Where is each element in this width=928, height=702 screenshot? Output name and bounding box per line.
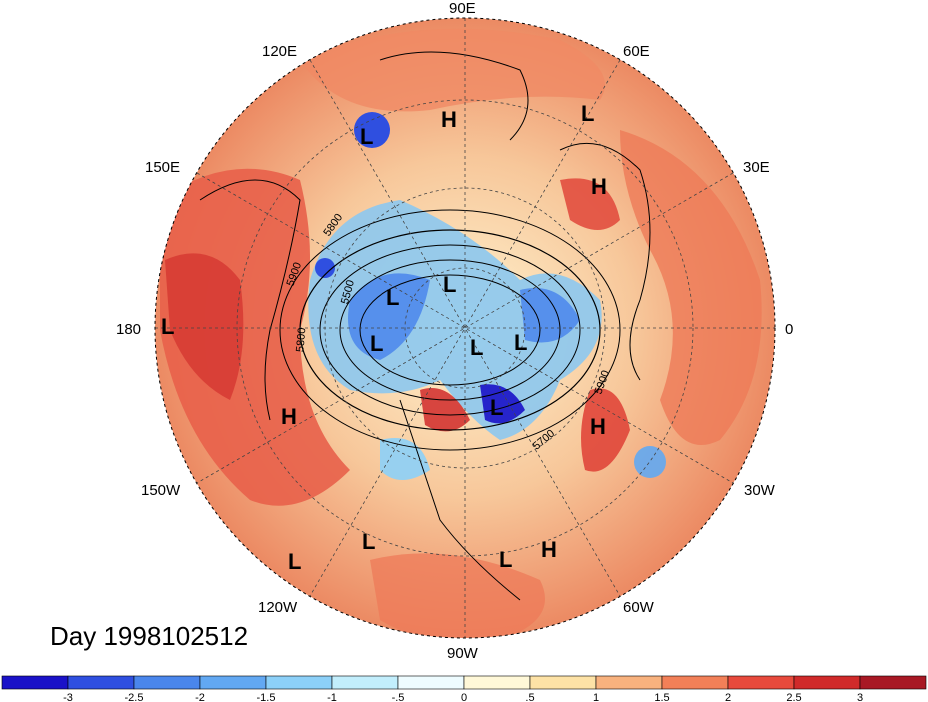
colorbar-swatch (793, 675, 861, 690)
colorbar-swatch (133, 675, 201, 690)
lon-label-120e: 120E (262, 43, 297, 60)
colorbar-tick-label: 1.5 (654, 692, 669, 702)
colorbar-tick-label: -.5 (392, 692, 405, 702)
pressure-centers: H H H L L L L L L L L L L L H H L (161, 101, 607, 574)
low-center: L (490, 395, 503, 420)
lon-label-120w: 120W (258, 599, 298, 616)
colorbar-tick-label: -1.5 (257, 692, 276, 702)
colorbar-swatch (265, 675, 333, 690)
low-center: L (514, 330, 527, 355)
lon-label-0: 0 (785, 321, 793, 338)
colorbar-swatch (661, 675, 729, 690)
colorbar-swatch (463, 675, 531, 690)
colorbar-swatch (397, 675, 465, 690)
graticule (155, 18, 775, 638)
low-center: L (161, 314, 174, 339)
low-center: L (362, 529, 375, 554)
colorbar-tick-label: 0 (461, 692, 467, 702)
colorbar-swatch (727, 675, 795, 690)
lon-label-90w: 90W (447, 645, 479, 662)
colorbar-tick-label: -3 (63, 692, 73, 702)
low-center: L (360, 124, 373, 149)
lon-label-60w: 60W (623, 599, 655, 616)
contour-label: 5800 (294, 327, 308, 352)
colorbar: -3 -2.5 -2 -1.5 -1 -.5 0 .5 1 1.5 2 2.5 3 (1, 675, 927, 702)
low-center: L (386, 285, 399, 310)
colorbar-swatch (595, 675, 663, 690)
colorbar-tick-label: 1 (593, 692, 599, 702)
lon-label-30w: 30W (744, 482, 776, 499)
map-border (154, 17, 776, 639)
longitude-labels: 90E 120E 60E 150E 30E 180 0 150W 30W 120… (116, 0, 793, 662)
lon-label-150e: 150E (145, 159, 180, 176)
high-center: H (591, 174, 607, 199)
colorbar-swatch (67, 675, 135, 690)
colorbar-tick-label: .5 (525, 692, 534, 702)
lon-label-150w: 150W (141, 482, 181, 499)
lon-label-60e: 60E (623, 43, 650, 60)
colorbar-swatch (199, 675, 267, 690)
low-center: L (370, 331, 383, 356)
lon-label-30e: 30E (743, 159, 770, 176)
colorbar-swatch (331, 675, 399, 690)
colorbar-swatch (1, 675, 69, 690)
colorbar-tick-label: -1 (327, 692, 337, 702)
colorbar-tick-label: -2 (195, 692, 205, 702)
colorbar-tick-label: 3 (857, 692, 863, 702)
colorbar-swatch (859, 675, 927, 690)
colorbar-swatch (529, 675, 597, 690)
low-center: L (499, 547, 512, 572)
lon-label-180: 180 (116, 321, 141, 338)
high-center: H (281, 404, 297, 429)
colorbar-tick-label: -2.5 (125, 692, 144, 702)
colorbar-tick-label: 2 (725, 692, 731, 702)
high-center: H (590, 414, 606, 439)
lon-label-90e: 90E (449, 0, 476, 17)
anomaly-field (155, 18, 775, 638)
high-center: H (541, 537, 557, 562)
colorbar-tick-label: 2.5 (786, 692, 801, 702)
high-center: H (441, 107, 457, 132)
low-center: L (470, 335, 483, 360)
day-label: Day 1998102512 (50, 621, 248, 651)
low-center: L (288, 549, 301, 574)
low-center: L (443, 272, 456, 297)
low-center: L (581, 101, 594, 126)
